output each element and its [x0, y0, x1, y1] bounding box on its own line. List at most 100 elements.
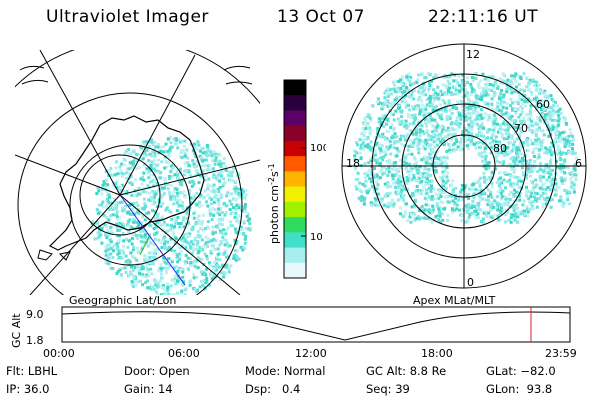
emission-pixel: [202, 278, 206, 282]
emission-pixel: [157, 158, 161, 162]
emission-pixel: [141, 215, 145, 219]
emission-pixel: [473, 118, 477, 122]
colorbar-swatch: [284, 80, 306, 96]
emission-pixel: [562, 130, 566, 134]
emission-pixel: [369, 148, 373, 152]
emission-pixel: [362, 122, 366, 126]
emission-pixel: [147, 251, 151, 255]
emission-pixel: [438, 190, 442, 194]
emission-pixel: [466, 81, 469, 85]
emission-pixel: [549, 94, 553, 98]
emission-pixel: [415, 128, 419, 131]
emission-pixel: [412, 156, 416, 160]
emission-pixel: [383, 96, 387, 100]
emission-pixel: [512, 209, 516, 213]
emission-pixel: [194, 168, 198, 172]
emission-pixel: [237, 203, 241, 207]
emission-pixel: [220, 174, 223, 178]
emission-pixel: [415, 184, 419, 188]
emission-pixel: [536, 143, 540, 147]
emission-pixel: [119, 200, 123, 204]
emission-pixel: [158, 279, 162, 283]
emission-pixel: [397, 183, 401, 187]
emission-pixel: [515, 146, 519, 150]
emission-pixel: [178, 191, 182, 195]
emission-pixel: [125, 259, 128, 263]
emission-pixel: [244, 203, 247, 206]
emission-pixel: [219, 165, 223, 168]
emission-pixel: [470, 128, 474, 132]
emission-pixel: [426, 172, 430, 176]
emission-pixel: [393, 83, 397, 87]
emission-pixel: [151, 179, 155, 183]
emission-pixel: [413, 212, 417, 216]
emission-pixel: [195, 275, 199, 279]
emission-pixel: [197, 143, 201, 147]
emission-pixel: [119, 226, 123, 230]
emission-pixel: [186, 267, 190, 271]
emission-pixel: [208, 271, 212, 275]
emission-pixel: [205, 200, 209, 204]
emission-pixel: [119, 171, 123, 175]
emission-pixel: [232, 256, 236, 260]
emission-pixel: [445, 114, 449, 118]
emission-pixel: [242, 220, 246, 224]
emission-pixel: [568, 141, 571, 145]
mlat-label-80: 80: [493, 142, 507, 155]
emission-pixel: [143, 254, 147, 258]
emission-pixel: [399, 78, 403, 82]
emission-pixel: [499, 211, 503, 215]
emission-pixel: [498, 144, 502, 147]
emission-pixel: [392, 202, 396, 206]
emission-pixel: [201, 151, 205, 155]
emission-pixel: [147, 222, 151, 226]
emission-pixel: [448, 132, 452, 136]
emission-pixel: [448, 108, 452, 112]
emission-pixel: [539, 142, 543, 146]
emission-pixel: [109, 173, 113, 177]
emission-pixel: [432, 88, 436, 92]
emission-pixel: [162, 258, 166, 262]
emission-pixel: [406, 218, 410, 222]
gcalt-field: GC Alt: 8.8 Re: [366, 364, 447, 378]
emission-pixel: [114, 182, 118, 185]
emission-pixel: [506, 152, 510, 156]
emission-pixel: [189, 245, 193, 249]
emission-pixel: [244, 227, 248, 230]
emission-pixel: [481, 197, 485, 201]
emission-pixel: [150, 251, 154, 255]
emission-pixel: [155, 225, 158, 229]
emission-pixel: [477, 126, 481, 130]
emission-pixel: [373, 150, 377, 154]
emission-pixel: [441, 179, 445, 183]
emission-pixel: [147, 159, 151, 163]
emission-pixel: [538, 101, 542, 105]
emission-pixel: [149, 241, 153, 245]
emission-pixel: [370, 176, 374, 180]
emission-pixel: [228, 244, 232, 248]
emission-pixel: [537, 155, 541, 159]
emission-pixel: [139, 279, 142, 283]
emission-pixel: [526, 118, 530, 122]
emission-pixel: [535, 99, 539, 102]
emission-pixel: [528, 110, 532, 114]
emission-pixel: [140, 246, 144, 250]
emission-pixel: [562, 179, 566, 183]
emission-pixel: [566, 166, 570, 169]
emission-pixel: [241, 205, 244, 209]
emission-pixel: [148, 286, 151, 290]
emission-pixel: [199, 193, 203, 197]
emission-pixel: [550, 141, 554, 145]
emission-pixel: [391, 198, 395, 202]
emission-pixel: [439, 103, 443, 107]
emission-pixel: [430, 197, 434, 201]
emission-pixel: [174, 137, 178, 140]
emission-pixel: [205, 143, 209, 147]
emission-pixel: [445, 156, 449, 160]
emission-pixel: [164, 208, 168, 212]
emission-pixel: [514, 106, 518, 110]
emission-pixel: [376, 100, 380, 104]
emission-pixel: [213, 200, 216, 204]
emission-pixel: [130, 272, 134, 276]
emission-pixel: [95, 192, 99, 196]
